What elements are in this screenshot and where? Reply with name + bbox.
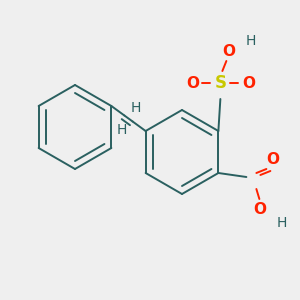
Text: H: H	[116, 122, 127, 136]
Text: O: O	[242, 76, 255, 91]
Text: O: O	[266, 152, 279, 166]
Text: O: O	[222, 44, 235, 59]
Text: H: H	[245, 34, 256, 48]
Text: O: O	[253, 202, 266, 217]
Text: H: H	[130, 100, 141, 115]
Text: S: S	[214, 74, 226, 92]
Text: O: O	[186, 76, 199, 91]
Text: H: H	[276, 216, 286, 230]
